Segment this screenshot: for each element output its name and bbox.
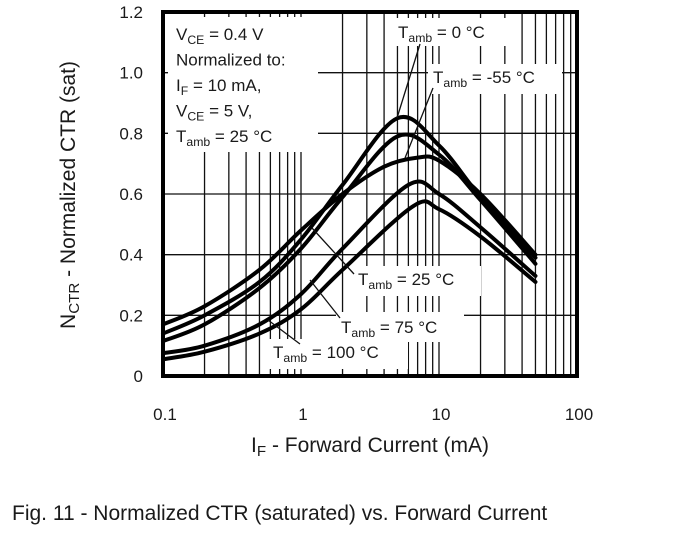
plot-frame: [161, 10, 579, 378]
series-line-2: [161, 154, 538, 327]
x-tick-label: 1: [298, 405, 307, 424]
condition-text-rest: = 10 mA,: [188, 76, 261, 95]
leader-line: [309, 279, 341, 319]
leader-line: [267, 319, 301, 345]
series-label-main: T: [273, 343, 283, 362]
series-label-sub: amb: [443, 76, 467, 90]
series-label-sub: amb: [408, 31, 432, 45]
series-label: Tamb = -55 °C: [433, 68, 535, 90]
condition-text-sub: F: [181, 84, 188, 98]
condition-text: VCE = 0.4 V: [176, 25, 264, 47]
condition-text-main: Normalized to:: [176, 51, 286, 70]
series-line-4: [161, 199, 538, 362]
condition-text-sub: CE: [187, 33, 204, 47]
label-background: [168, 17, 318, 152]
label-background: [268, 339, 408, 369]
series-label-sub: amb: [283, 351, 307, 365]
series-label-rest: = 0 °C: [432, 23, 485, 42]
condition-text: IF = 10 mA,: [176, 76, 261, 98]
leader-line: [404, 87, 434, 159]
y-tick-label: 0.6: [119, 185, 143, 204]
label-background: [393, 18, 511, 46]
condition-text-rest: = 0.4 V: [204, 25, 264, 44]
label-background: [428, 64, 562, 94]
series-label-main: T: [358, 270, 368, 289]
leader-line: [396, 43, 421, 119]
x-axis-label-rest: - Forward Current (mA): [266, 434, 489, 457]
leader-line: [311, 227, 355, 275]
series-label-rest: = 75 °C: [375, 318, 437, 337]
x-axis-label-sub: F: [257, 443, 266, 460]
x-tick-label: 100: [565, 405, 593, 424]
condition-text-sub: amb: [186, 135, 210, 149]
condition-text: VCE = 5 V,: [176, 102, 252, 124]
y-tick-label: 0.4: [119, 246, 143, 265]
condition-text-main: T: [176, 127, 186, 146]
condition-text-main: V: [176, 25, 188, 44]
y-axis-label-rest: - Normalized CTR (sat): [57, 61, 80, 283]
label-background: [353, 266, 481, 296]
y-axis-label-main: N: [57, 314, 80, 329]
label-background: [336, 312, 464, 342]
series-label-main: T: [398, 23, 408, 42]
condition-text-sub: CE: [187, 110, 204, 124]
condition-text-rest: = 5 V,: [204, 102, 252, 121]
series-label-main: T: [341, 318, 351, 337]
x-tick-label: 0.1: [153, 405, 177, 424]
condition-text-rest: = 25 °C: [210, 127, 272, 146]
x-tick-label: 10: [432, 405, 451, 424]
series-label-sub: amb: [368, 278, 392, 292]
figure-caption: Fig. 11 - Normalized CTR (saturated) vs.…: [12, 502, 548, 525]
series-label-sub: amb: [351, 326, 375, 340]
y-tick-label: 1.2: [119, 3, 143, 22]
series-label-rest: = -55 °C: [467, 68, 535, 87]
condition-text: Normalized to:: [176, 51, 286, 70]
y-axis-label: NCTR - Normalized CTR (sat): [57, 61, 83, 329]
series-line-1: [161, 132, 538, 344]
condition-text-main: V: [176, 102, 188, 121]
condition-text: Tamb = 25 °C: [176, 127, 272, 149]
y-tick-label: 0.8: [119, 124, 143, 143]
y-axis-label-sub: CTR: [66, 283, 83, 314]
series-label-rest: = 25 °C: [392, 270, 454, 289]
x-axis-label-main: I: [251, 434, 257, 457]
series-label: Tamb = 0 °C: [398, 23, 485, 45]
series-label: Tamb = 100 °C: [273, 343, 379, 365]
series-line-3: [161, 179, 538, 356]
series-label-rest: = 100 °C: [307, 343, 379, 362]
y-tick-label: 0: [134, 367, 143, 386]
series-label: Tamb = 25 °C: [358, 270, 454, 292]
y-tick-label: 0.2: [119, 306, 143, 325]
condition-text-main: I: [176, 76, 181, 95]
y-tick-label: 1.0: [119, 64, 143, 83]
series-label-main: T: [433, 68, 443, 87]
x-axis-label: IF - Forward Current (mA): [251, 434, 489, 460]
series-label: Tamb = 75 °C: [341, 318, 437, 340]
